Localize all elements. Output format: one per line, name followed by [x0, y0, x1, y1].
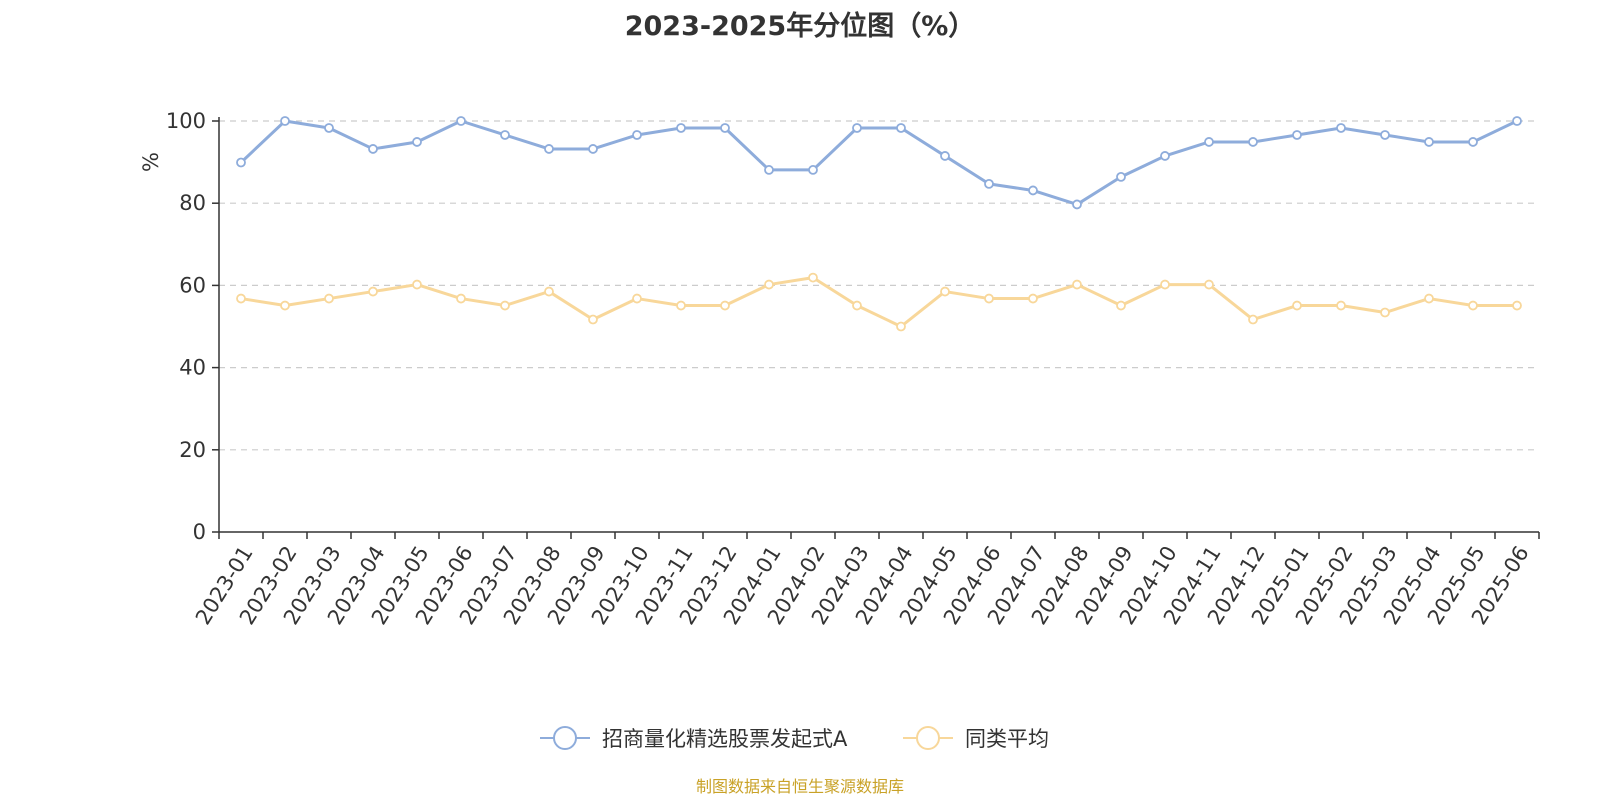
y-tick-label: 100 — [166, 109, 206, 133]
y-tick-label: 0 — [193, 520, 206, 544]
legend-item-2: 同类平均 — [903, 726, 1049, 751]
data-point — [412, 279, 422, 290]
data-point — [808, 165, 818, 175]
legend-marker — [916, 726, 940, 750]
data-point — [280, 300, 290, 311]
series-line — [239, 119, 1518, 206]
data-point — [500, 130, 510, 140]
data-point — [1160, 151, 1170, 161]
data-point — [1248, 314, 1258, 325]
data-point — [1160, 279, 1170, 290]
series-1 — [236, 116, 1522, 210]
data-point — [324, 293, 334, 304]
data-point — [1380, 130, 1390, 140]
data-point — [236, 293, 246, 304]
data-point — [280, 116, 290, 126]
data-point — [852, 123, 862, 133]
data-point — [984, 178, 994, 189]
data-point — [1116, 300, 1126, 311]
data-point — [1380, 307, 1390, 318]
data-point — [500, 300, 510, 311]
data-point — [544, 144, 554, 154]
data-point — [852, 300, 862, 311]
data-point — [1116, 171, 1126, 182]
chart-title: 2023-2025年分位图（%） — [624, 11, 976, 42]
data-point — [1424, 293, 1434, 304]
legend-marker — [553, 726, 577, 750]
legend-item-1: 招商量化精选股票发起式A — [540, 726, 848, 751]
data-point — [1072, 279, 1082, 290]
y-tick-label: 80 — [179, 191, 206, 215]
data-point — [412, 137, 422, 147]
data-point — [1292, 130, 1302, 140]
data-point — [896, 123, 906, 133]
data-point — [456, 293, 466, 304]
data-point — [368, 144, 378, 154]
data-point — [544, 286, 554, 297]
data-point — [1336, 123, 1346, 133]
y-tick-label: 20 — [179, 438, 206, 462]
data-point — [940, 286, 950, 297]
data-point — [236, 157, 246, 168]
data-point — [324, 123, 334, 133]
grid-lines — [219, 120, 1539, 451]
data-point — [1292, 300, 1302, 311]
source-note: 制图数据来自恒生聚源数据库 — [696, 777, 904, 796]
data-point — [720, 123, 730, 133]
y-axis-label: % — [139, 152, 163, 172]
series-line — [240, 276, 1517, 328]
data-point — [1468, 300, 1478, 311]
series-lines — [236, 116, 1522, 332]
data-point — [1512, 116, 1522, 126]
data-point — [676, 300, 686, 311]
data-point — [1028, 293, 1038, 304]
data-point — [1336, 300, 1346, 311]
legend-label: 招商量化精选股票发起式A — [602, 727, 848, 751]
data-point — [984, 293, 994, 304]
data-point — [1204, 137, 1214, 147]
data-point — [1204, 279, 1214, 290]
data-point — [764, 165, 774, 175]
y-tick-label: 60 — [179, 273, 206, 297]
data-point — [588, 314, 598, 325]
axes: 0204060801002023-012023-022023-032023-04… — [166, 109, 1540, 629]
series-2 — [236, 272, 1522, 332]
data-point — [632, 293, 642, 304]
data-point — [1028, 185, 1038, 196]
data-point — [676, 123, 686, 133]
data-point — [808, 272, 818, 283]
data-point — [588, 144, 598, 154]
data-point — [1468, 137, 1478, 147]
data-point — [1072, 199, 1082, 210]
data-point — [764, 279, 774, 290]
data-point — [1512, 300, 1522, 311]
data-point — [368, 286, 378, 297]
data-point — [456, 116, 466, 126]
data-point — [720, 300, 730, 311]
data-point — [632, 130, 642, 140]
data-point — [1424, 137, 1434, 147]
data-point — [1248, 137, 1258, 147]
data-point — [896, 321, 906, 332]
y-tick-label: 40 — [179, 356, 206, 380]
legend: 招商量化精选股票发起式A 同类平均 — [540, 726, 1049, 751]
legend-label: 同类平均 — [965, 727, 1049, 751]
data-point — [940, 151, 950, 161]
